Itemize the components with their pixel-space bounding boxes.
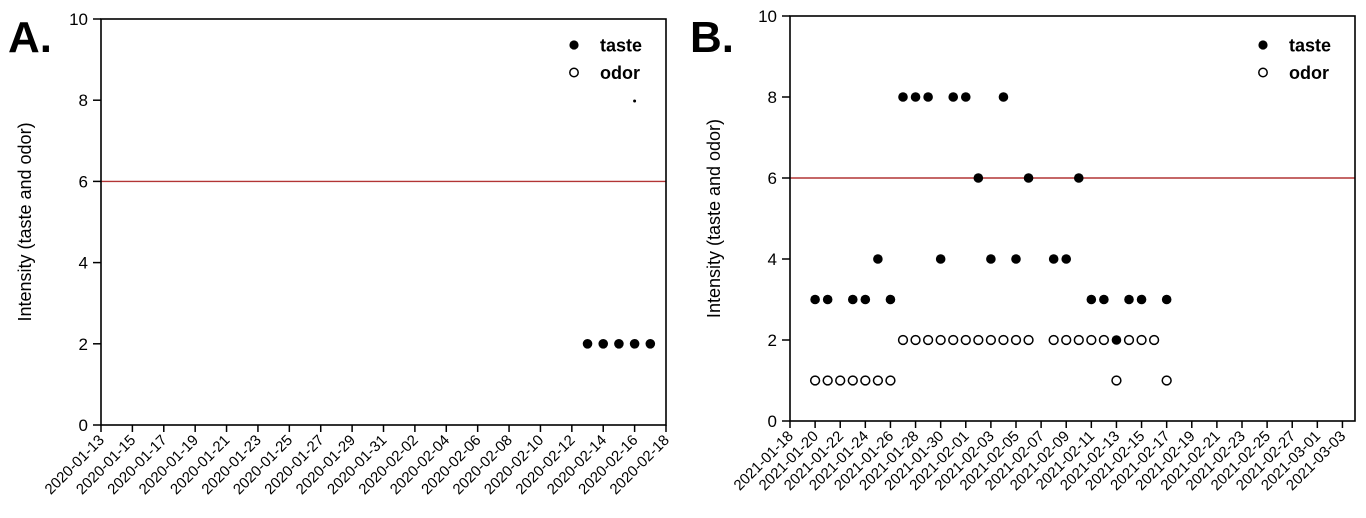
taste-point-B	[1099, 294, 1109, 305]
legend-marker-taste-B	[1258, 40, 1268, 50]
y-tick-label-B: 2	[768, 331, 777, 350]
odor-point-B	[1061, 334, 1072, 346]
legend-marker-odor-B	[1258, 67, 1268, 78]
odor-point-B	[973, 334, 984, 346]
y-axis-title-B: Intensity (taste and odor)	[704, 119, 724, 318]
odor-point-B	[948, 334, 959, 346]
panel-letter-A: A.	[8, 13, 52, 62]
odor-point-B	[1023, 334, 1034, 346]
stray-mark-A	[633, 99, 637, 103]
legend-marker-odor-A	[569, 67, 579, 78]
odor-point-B	[935, 334, 946, 346]
taste-point-B	[860, 294, 871, 305]
odor-point-B	[960, 334, 971, 346]
odor-point-B	[998, 334, 1009, 346]
odor-point-B	[885, 375, 896, 386]
taste-point-B	[973, 173, 984, 183]
taste-point-B	[1011, 254, 1021, 264]
odor-point-B	[872, 375, 884, 386]
taste-point-B	[948, 92, 959, 102]
y-tick-label-B: 6	[768, 169, 777, 188]
taste-point-B	[998, 92, 1009, 102]
odor-point-B	[860, 375, 871, 386]
odor-point-B	[1048, 334, 1059, 346]
taste-point-B	[1048, 254, 1059, 264]
odor-point-B	[1010, 334, 1022, 346]
taste-point-B	[847, 294, 858, 305]
legend-label-taste-A: taste	[600, 36, 642, 56]
legend-label-odor-B: odor	[1289, 63, 1329, 83]
taste-point-B	[910, 92, 921, 102]
y-tick-label-A: 8	[79, 91, 88, 110]
odor-point-B	[835, 375, 846, 386]
y-tick-label-B: 10	[758, 7, 777, 26]
taste-point-B	[1073, 173, 1084, 183]
odor-point-B	[809, 375, 821, 386]
taste-point-B	[1136, 294, 1147, 305]
y-tick-label-B: 4	[768, 250, 777, 269]
taste-point-B	[1124, 294, 1134, 305]
taste-point-B	[1086, 294, 1097, 305]
taste-point-A	[598, 339, 609, 349]
taste-point-B	[935, 254, 946, 264]
odor-point-B	[1123, 334, 1135, 346]
taste-point-B	[885, 294, 896, 305]
odor-point-B	[1086, 334, 1097, 346]
y-tick-label-B: 0	[768, 412, 777, 431]
odor-point-B	[1073, 334, 1084, 346]
odor-point-B	[1148, 334, 1160, 346]
y-tick-label-A: 4	[79, 254, 88, 273]
y-tick-label-B: 8	[768, 88, 777, 107]
taste-point-B	[923, 92, 933, 102]
odor-point-B	[847, 375, 858, 386]
taste-point-B	[822, 294, 833, 305]
y-tick-label-A: 6	[79, 172, 88, 191]
taste-point-A	[582, 339, 593, 349]
odor-point-B	[1098, 334, 1110, 346]
taste-point-B	[1161, 294, 1172, 305]
taste-point-A	[645, 339, 656, 349]
y-tick-label-A: 2	[79, 335, 88, 354]
odor-point-B	[1111, 375, 1122, 386]
odor-point-B	[1136, 334, 1147, 346]
legend-label-odor-A: odor	[600, 63, 640, 83]
y-tick-label-A: 10	[69, 10, 88, 29]
taste-point-B	[1023, 173, 1034, 183]
odor-point-B	[922, 334, 934, 346]
y-axis-title-A: Intensity (taste and odor)	[15, 122, 35, 321]
legend-marker-taste-A	[569, 40, 579, 50]
taste-point-B	[810, 294, 820, 305]
panel-letter-B: B.	[690, 13, 734, 62]
legend-label-taste-B: taste	[1289, 36, 1331, 56]
plot-frame-A	[100, 18, 667, 426]
y-tick-label-A: 0	[79, 416, 88, 435]
taste-point-B	[960, 92, 971, 102]
odor-point-B	[897, 334, 909, 346]
taste-point-B	[898, 92, 908, 102]
taste-point-B	[986, 254, 996, 264]
taste-point-B	[1111, 335, 1122, 345]
odor-point-B	[985, 334, 997, 346]
odor-point-B	[910, 334, 921, 346]
taste-point-B	[1061, 254, 1072, 264]
plot-frame-B	[789, 15, 1356, 422]
odor-point-B	[822, 375, 833, 386]
taste-point-A	[629, 339, 640, 349]
taste-point-A	[614, 339, 624, 349]
taste-point-B	[873, 254, 883, 264]
odor-point-B	[1161, 375, 1172, 386]
